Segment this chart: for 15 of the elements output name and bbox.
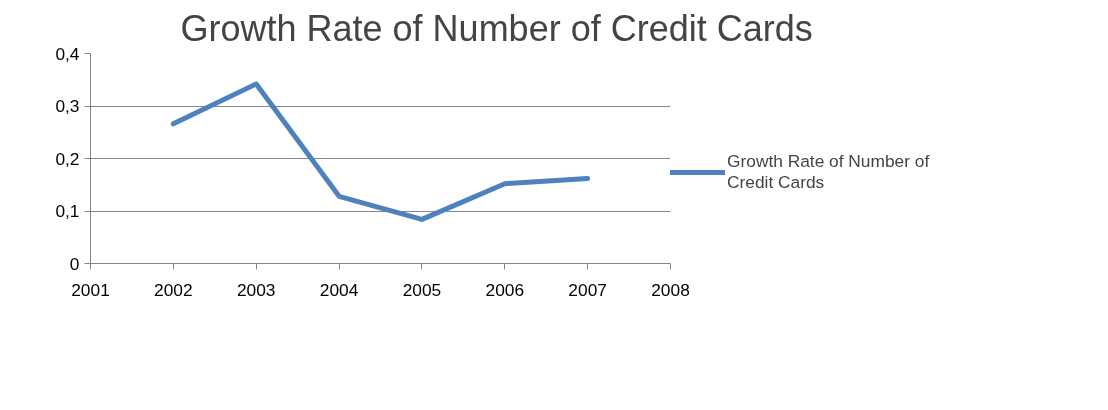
x-tick-label: 2007	[568, 279, 607, 300]
x-tick-label: 2002	[154, 279, 193, 300]
x-tick-label: 2004	[319, 279, 359, 300]
y-tick-label: 0	[69, 253, 80, 274]
y-tick-label: 0,3	[55, 96, 80, 116]
x-tick-label: 2001	[71, 279, 110, 300]
y-tick-label: 0,4	[55, 43, 80, 64]
y-tick-label: 0,1	[55, 201, 80, 221]
x-tick-label: 2006	[485, 279, 525, 300]
x-tick-label: 2008	[651, 279, 690, 300]
y-tick-label: 0,2	[55, 148, 80, 169]
x-tick-label: 2005	[402, 279, 442, 300]
chart-title: Growth Rate of Number of Credit Cards	[180, 7, 813, 49]
legend-label: Growth Rate of Number of Credit Cards	[727, 151, 930, 193]
x-tick-label: 2003	[236, 279, 276, 300]
